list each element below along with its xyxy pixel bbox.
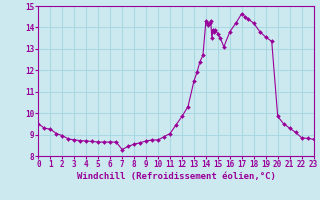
X-axis label: Windchill (Refroidissement éolien,°C): Windchill (Refroidissement éolien,°C)	[76, 172, 276, 181]
